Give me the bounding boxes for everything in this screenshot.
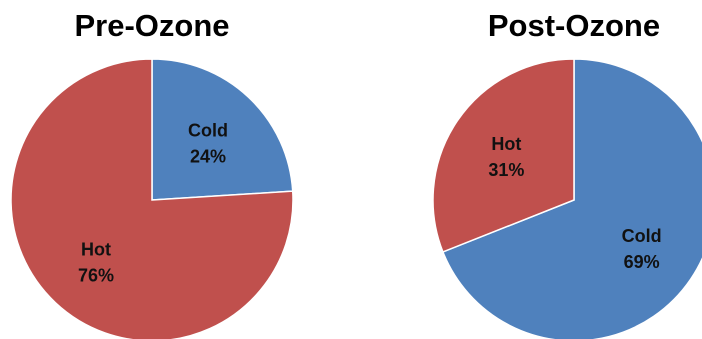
post-ozone-label-hot-name: Hot bbox=[491, 134, 521, 154]
chart-title-post-ozone: Post-Ozone bbox=[488, 8, 660, 43]
post-ozone-label-hot-percent: 31% bbox=[488, 160, 524, 180]
pre-ozone-label-hot-percent: 76% bbox=[78, 266, 114, 286]
pre-ozone-slice-hot bbox=[10, 58, 294, 339]
post-ozone-label-cold-name: Cold bbox=[622, 226, 662, 246]
pre-ozone-slices bbox=[10, 58, 294, 339]
pre-ozone-label-hot-name: Hot bbox=[81, 240, 111, 260]
post-ozone-slices bbox=[432, 58, 702, 339]
pre-ozone-slice-cold bbox=[151, 58, 294, 201]
pre-ozone-label-cold-percent: 24% bbox=[190, 146, 226, 166]
pre-ozone-chart: Pre-Ozone Cold 24% Hot 76% bbox=[10, 8, 294, 339]
post-ozone-slice-cold bbox=[441, 58, 702, 339]
pre-ozone-labels: Cold 24% Hot 76% bbox=[78, 120, 228, 285]
pre-ozone-label-cold-name: Cold bbox=[188, 120, 228, 140]
post-ozone-label-cold-percent: 69% bbox=[624, 252, 660, 272]
post-ozone-labels: Cold 69% Hot 31% bbox=[488, 134, 661, 272]
post-ozone-slice-hot bbox=[432, 58, 575, 253]
post-ozone-chart: Post-Ozone Cold 69% Hot 31% bbox=[432, 8, 702, 339]
chart-title-pre-ozone: Pre-Ozone bbox=[74, 8, 229, 43]
